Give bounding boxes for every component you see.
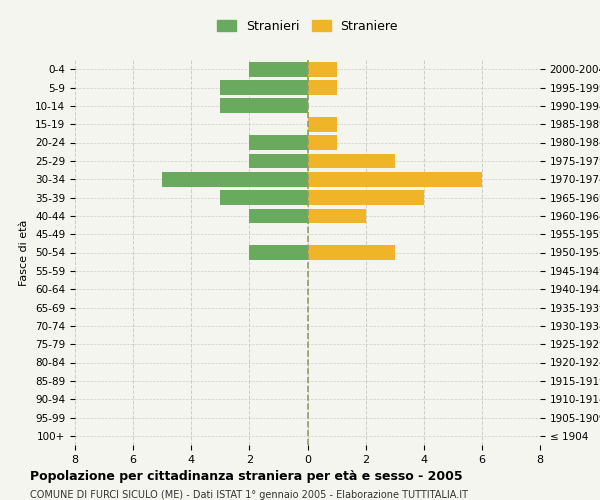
Bar [220,190,308,205]
Bar [250,62,308,76]
Bar [308,154,395,168]
Bar [308,208,365,223]
Bar [220,98,308,113]
Text: Popolazione per cittadinanza straniera per età e sesso - 2005: Popolazione per cittadinanza straniera p… [30,470,463,483]
Bar [162,172,308,186]
Y-axis label: Fasce di età: Fasce di età [19,220,29,286]
Bar [250,154,308,168]
Bar [250,208,308,223]
Bar [250,245,308,260]
Text: COMUNE DI FURCI SICULO (ME) - Dati ISTAT 1° gennaio 2005 - Elaborazione TUTTITAL: COMUNE DI FURCI SICULO (ME) - Dati ISTAT… [30,490,468,500]
Bar [308,135,337,150]
Bar [308,245,395,260]
Legend: Stranieri, Straniere: Stranieri, Straniere [213,16,402,36]
Bar [308,62,337,76]
Bar [308,172,482,186]
Bar [308,190,424,205]
Bar [220,80,308,95]
Bar [308,117,337,132]
Bar [250,135,308,150]
Bar [308,80,337,95]
